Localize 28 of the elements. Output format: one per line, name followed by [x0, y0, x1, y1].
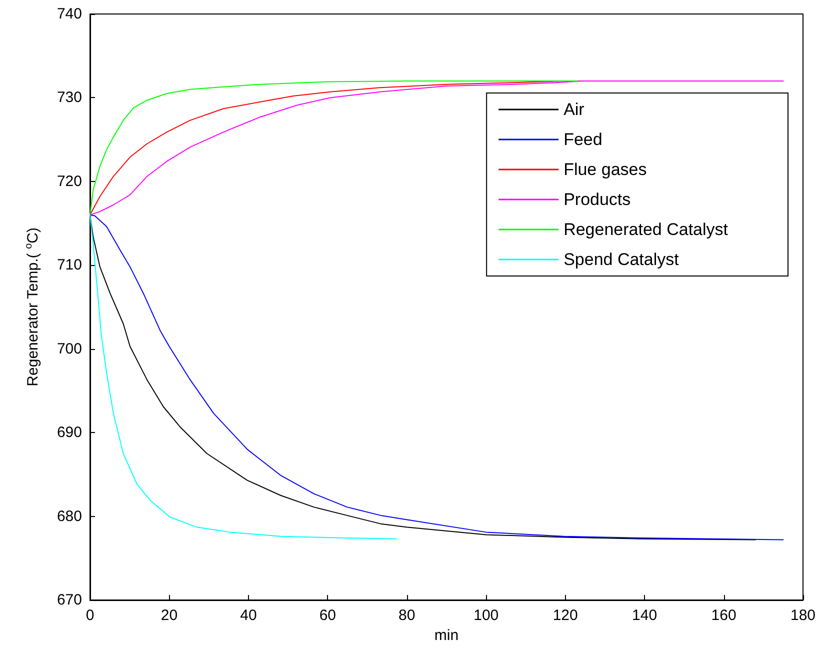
- x-tick-label: 20: [160, 607, 178, 624]
- y-tick-label: 680: [56, 508, 82, 525]
- x-axis-title: min: [434, 626, 459, 644]
- line-series: [90, 80, 784, 216]
- x-tick-label: 40: [240, 607, 257, 624]
- x-tick-label: 0: [86, 607, 94, 624]
- legend-label: Air: [564, 100, 585, 119]
- y-tick-label: 740: [56, 6, 82, 22]
- y-tick-label: 670: [56, 592, 82, 608]
- legend-label: Flue gases: [564, 160, 647, 179]
- y-tick-label: 710: [56, 256, 82, 274]
- y-tick-label: 730: [56, 89, 82, 106]
- x-tick-label: 120: [552, 607, 578, 624]
- y-tick-label: 720: [56, 172, 82, 190]
- x-tick-label: 80: [398, 607, 416, 624]
- x-tick-label: 60: [319, 607, 336, 624]
- y-tick-label: 690: [56, 424, 82, 442]
- legend-label: Spend Catalyst: [564, 250, 680, 269]
- y-tick-label: 700: [56, 340, 82, 358]
- line-series: [90, 214, 398, 540]
- x-tick-label: 140: [632, 607, 658, 624]
- x-tick-label: 100: [474, 607, 499, 624]
- legend-label: Regenerated Catalyst: [564, 220, 728, 239]
- x-tick-label: 180: [790, 607, 816, 624]
- legend-label: Feed: [564, 130, 602, 149]
- y-axis-title: Regenerator Temp.( oC): [24, 228, 42, 386]
- x-tick-label: 160: [711, 607, 736, 624]
- legend-label: Products: [564, 190, 631, 209]
